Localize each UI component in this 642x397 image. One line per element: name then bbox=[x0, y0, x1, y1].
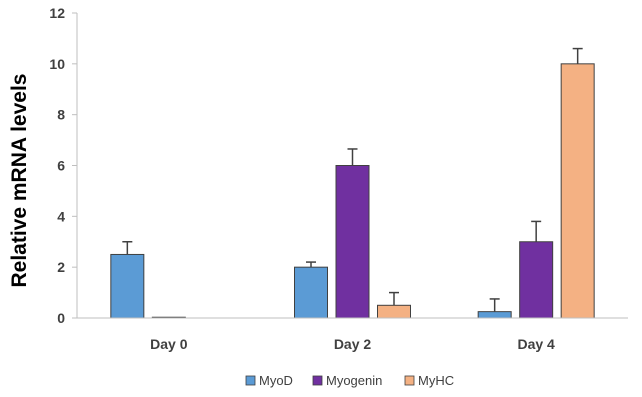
legend-swatch-myogenin bbox=[312, 375, 323, 386]
bar-myhc-day-2 bbox=[377, 304, 411, 319]
bar-myhc-day-4 bbox=[560, 63, 595, 319]
bars bbox=[110, 63, 595, 319]
x-category-label: Day 4 bbox=[517, 336, 555, 352]
x-category-label: Day 0 bbox=[150, 336, 188, 352]
error-bars bbox=[122, 47, 583, 312]
y-tick-label: 10 bbox=[49, 56, 65, 72]
y-tick-label: 4 bbox=[57, 208, 65, 224]
legend-label-myhc: MyHC bbox=[418, 373, 454, 388]
bar-myod-day-4 bbox=[477, 311, 512, 319]
bar-myod-day-2 bbox=[294, 266, 328, 319]
legend-label-myogenin: Myogenin bbox=[326, 373, 382, 388]
legend-swatch-myod bbox=[245, 375, 256, 386]
bar-myogenin-day-2 bbox=[335, 165, 370, 319]
legend-swatch-myhc bbox=[404, 375, 415, 386]
bar-myogenin-day-4 bbox=[519, 241, 554, 319]
x-category-label: Day 2 bbox=[334, 336, 372, 352]
y-tick-label: 6 bbox=[57, 158, 65, 174]
y-tick-label: 2 bbox=[57, 259, 65, 275]
y-axis-ticks: 0 2 4 6 8 10 12 bbox=[49, 5, 77, 326]
legend-label-myod: MyoD bbox=[259, 373, 293, 388]
legend: MyoD Myogenin MyHC bbox=[245, 373, 454, 388]
y-axis-title: Relative mRNA levels bbox=[8, 74, 31, 288]
x-axis-labels: Day 0 Day 2 Day 4 bbox=[150, 336, 555, 352]
bar-myod-day-0 bbox=[110, 253, 145, 319]
y-tick-label: 0 bbox=[57, 310, 65, 326]
y-tick-label: 12 bbox=[49, 5, 65, 21]
y-tick-label: 8 bbox=[57, 107, 65, 123]
